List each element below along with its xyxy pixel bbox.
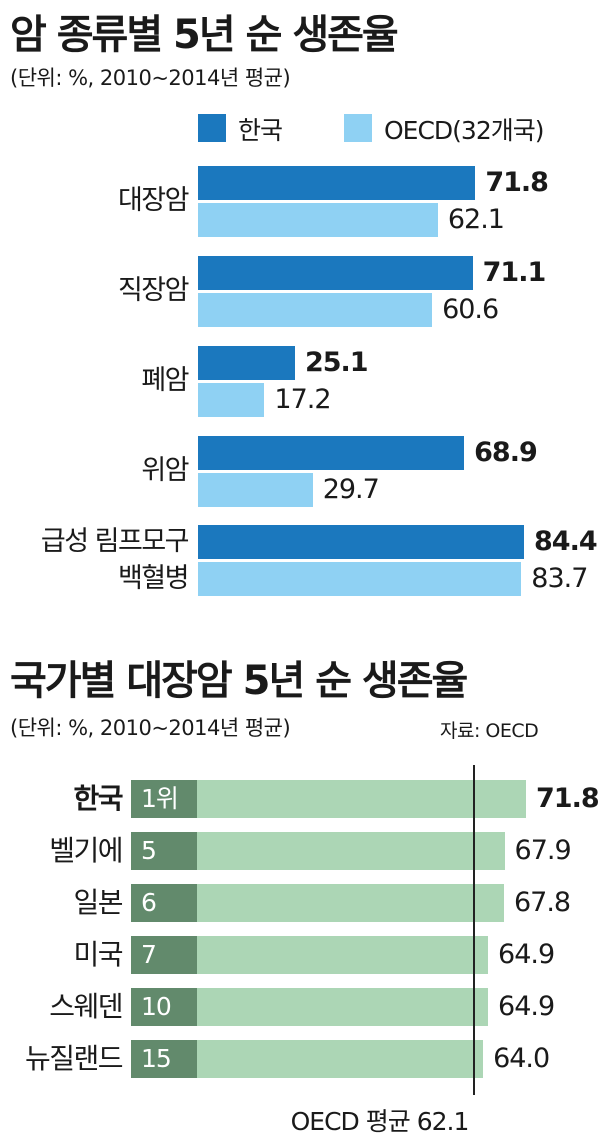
chart2-source: 자료: OECD bbox=[440, 720, 539, 742]
country-label: 일본 bbox=[73, 886, 123, 919]
bar-oecd bbox=[198, 383, 265, 417]
category-label: 폐암 bbox=[141, 365, 189, 396]
country-label: 벨기에 bbox=[49, 834, 123, 867]
rank-badge: 1위 bbox=[131, 780, 197, 818]
legend-label-oecd: OECD(32개국) bbox=[384, 116, 544, 145]
rank-badge: 5 bbox=[131, 832, 197, 870]
category-label: 직장암 bbox=[117, 275, 190, 306]
value-label-korea: 84.4 bbox=[534, 526, 598, 557]
country-label: 미국 bbox=[73, 938, 123, 971]
chart2-unit: (단위: %, 2010~2014년 평균) bbox=[10, 716, 291, 740]
bar-korea bbox=[198, 346, 295, 380]
chart1-unit: (단위: %, 2010~2014년 평균) bbox=[10, 66, 291, 90]
value-label-korea: 25.1 bbox=[304, 347, 369, 378]
bar-korea bbox=[198, 525, 524, 559]
country-label: 한국 bbox=[73, 782, 123, 815]
category-label: 위암 bbox=[141, 455, 189, 486]
value-label-oecd: 29.7 bbox=[322, 474, 380, 505]
category-label: 급성 림프모구 bbox=[40, 526, 190, 557]
chart2-title: 국가별 대장암 5년 순 생존율 bbox=[10, 658, 468, 704]
country-value-label: 64.9 bbox=[498, 939, 555, 970]
oecd-average-line bbox=[472, 765, 475, 1095]
bar-oecd bbox=[198, 562, 522, 596]
value-label-oecd: 17.2 bbox=[274, 384, 331, 415]
bar-korea bbox=[198, 436, 465, 470]
bar-oecd bbox=[198, 473, 313, 507]
value-label-oecd: 62.1 bbox=[447, 204, 505, 235]
value-label-korea: 68.9 bbox=[474, 437, 538, 468]
rank-badge: 15 bbox=[131, 1040, 197, 1078]
country-label: 스웨덴 bbox=[49, 990, 123, 1023]
value-label-oecd: 60.6 bbox=[442, 294, 499, 325]
category-label: 백혈병 bbox=[117, 563, 190, 594]
country-value-label: 67.8 bbox=[513, 887, 571, 918]
country-value-label: 64.0 bbox=[493, 1043, 550, 1074]
rank-badge: 7 bbox=[131, 936, 197, 974]
legend-swatch-oecd bbox=[344, 114, 372, 142]
legend-swatch-korea bbox=[198, 114, 226, 142]
value-label-korea: 71.8 bbox=[485, 167, 549, 198]
bar-oecd bbox=[198, 203, 438, 237]
oecd-average-label: OECD 평균 62.1 bbox=[290, 1107, 470, 1136]
bar-korea bbox=[198, 166, 476, 200]
country-label: 뉴질랜드 bbox=[24, 1042, 124, 1075]
legend-label-korea: 한국 bbox=[238, 116, 283, 145]
bar-oecd bbox=[198, 293, 433, 327]
country-value-label: 67.9 bbox=[514, 835, 572, 866]
rank-badge: 10 bbox=[131, 988, 197, 1026]
country-value-label: 71.8 bbox=[536, 783, 600, 814]
chart1-title: 암 종류별 5년 순 생존율 bbox=[10, 12, 399, 58]
category-label: 대장암 bbox=[117, 185, 190, 216]
value-label-korea: 71.1 bbox=[482, 257, 547, 288]
bar-korea bbox=[198, 256, 473, 290]
value-label-oecd: 83.7 bbox=[531, 563, 588, 594]
country-value-label: 64.9 bbox=[498, 991, 555, 1022]
rank-badge: 6 bbox=[131, 884, 197, 922]
